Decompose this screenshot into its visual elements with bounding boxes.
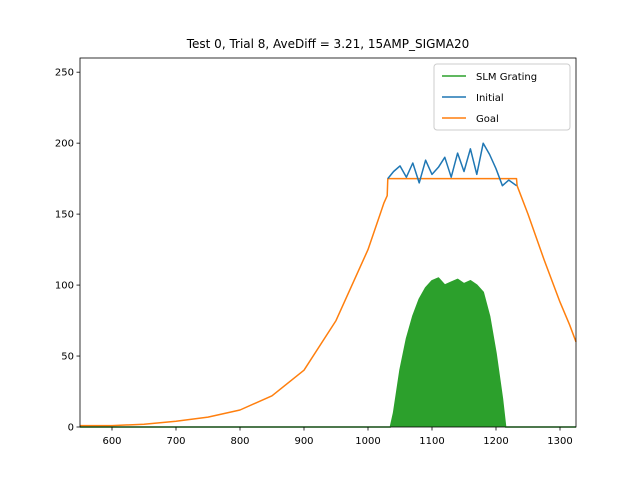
x-tick-label: 700 — [166, 436, 185, 447]
chart-title: Test 0, Trial 8, AveDiff = 3.21, 15AMP_S… — [186, 37, 470, 51]
x-tick-label: 1200 — [483, 436, 508, 447]
y-tick-label: 100 — [55, 281, 74, 292]
axis-ticks: 600 700 800 900 1000 1100 1200 1300 0 50 100 150 200… — [55, 68, 573, 447]
legend-label-initial: Initial — [476, 93, 504, 104]
y-tick-label: 50 — [61, 352, 74, 363]
series-line-initial — [387, 142, 517, 187]
series-line-goal — [80, 177, 577, 427]
plot-area — [80, 142, 577, 428]
x-tick-label: 1300 — [547, 436, 572, 447]
x-tick-label: 600 — [102, 436, 121, 447]
x-tick-label: 800 — [230, 436, 249, 447]
legend-label-goal: Goal — [476, 114, 499, 125]
x-tick-label: 1000 — [355, 436, 380, 447]
y-tick-label: 0 — [68, 423, 74, 434]
y-tick-label: 200 — [55, 139, 74, 150]
legend-box — [433, 63, 571, 131]
series-line-slm-grating — [80, 277, 576, 428]
x-tick-label: 900 — [294, 436, 313, 447]
series-area-slm-grating — [80, 278, 576, 427]
y-tick-label: 150 — [55, 210, 74, 221]
legend: SLM Grating Initial Goal — [433, 63, 571, 131]
y-tick-label: 250 — [55, 68, 74, 79]
legend-label-slm-grating: SLM Grating — [476, 72, 537, 83]
axes-frame — [79, 57, 577, 428]
x-tick-label: 1100 — [419, 436, 444, 447]
